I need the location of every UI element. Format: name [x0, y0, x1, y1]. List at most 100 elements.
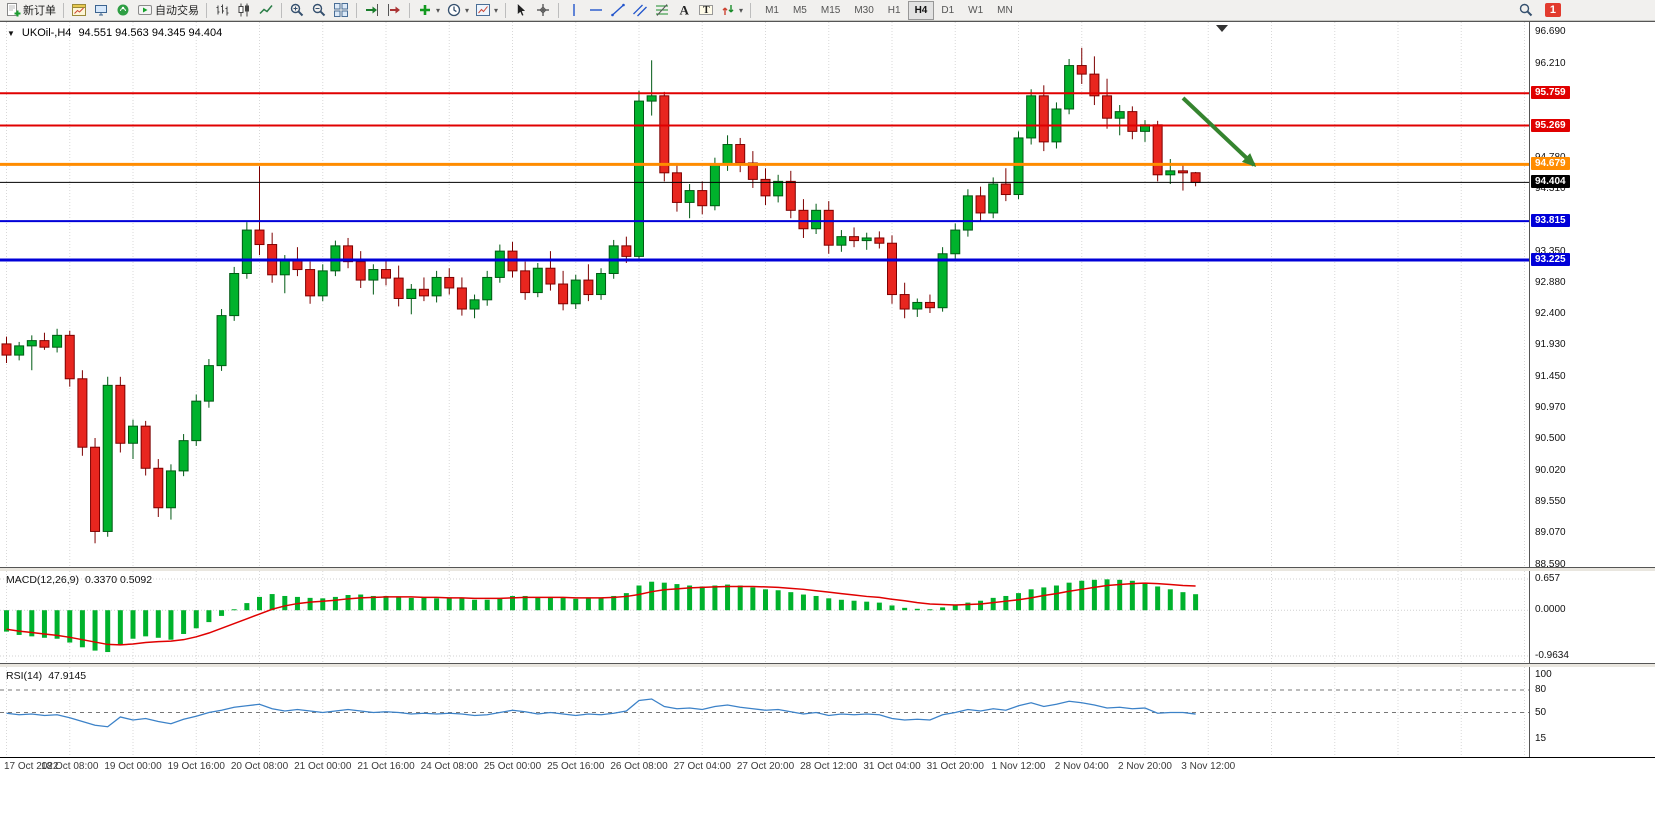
zoom-out-button[interactable]	[308, 1, 330, 20]
text-button[interactable]: A	[673, 1, 695, 20]
chart-shift-marker[interactable]	[1216, 25, 1228, 32]
macd-tick: 0.657	[1535, 573, 1561, 584]
crosshair-button[interactable]	[532, 1, 554, 20]
terminal-button[interactable]	[90, 1, 112, 20]
time-label: 21 Oct 00:00	[294, 761, 352, 772]
text-label-button[interactable]: T	[695, 1, 717, 20]
annotation-arrow[interactable]	[1181, 96, 1257, 168]
time-label: 28 Oct 12:00	[800, 761, 858, 772]
time-label: 1 Nov 12:00	[991, 761, 1046, 772]
time-label: 19 Oct 00:00	[104, 761, 162, 772]
dropdown-caret-icon[interactable]: ▾	[494, 5, 499, 15]
chart-workspace: ▼ UKOil-,H4 94.551 94.563 94.345 94.404 …	[0, 21, 1655, 821]
time-label: 20 Oct 08:00	[230, 761, 289, 772]
toolbar: 新订单 自动交易 ▾ ▾ ▾ A T ▾ M1 M5 M15 M30 H1 H4 D1 W1 MN 1	[0, 0, 1655, 21]
dropdown-caret-icon[interactable]: ▾	[465, 5, 470, 15]
macd-pane[interactable]: MACD(12,26,9) 0.3370 0.5092 0.657 0.0000 -…	[0, 571, 1655, 664]
tile-windows-button[interactable]	[330, 1, 352, 20]
time-label: 31 Oct 20:00	[926, 761, 984, 772]
chart-window-button[interactable]	[68, 1, 90, 20]
timeframe-w1-button[interactable]: W1	[961, 1, 990, 20]
new-order-icon	[5, 2, 21, 18]
candlestick-chart-button[interactable]	[233, 1, 255, 20]
bar-chart-icon	[214, 2, 230, 18]
timeframe-h1-button[interactable]: H1	[881, 1, 908, 20]
time-label: 25 Oct 00:00	[483, 761, 542, 772]
price-chart-canvas[interactable]	[0, 22, 1529, 567]
timeframe-mn-button[interactable]: MN	[990, 1, 1020, 20]
fibonacci-button[interactable]	[651, 1, 673, 20]
price-tag-95.269: 95.269	[1531, 118, 1570, 132]
toolbar-separator	[409, 2, 410, 18]
timeframe-m5-button[interactable]: M5	[786, 1, 814, 20]
candlestick-icon	[236, 2, 252, 18]
autotrading-button[interactable]: 自动交易	[134, 1, 202, 20]
periods-button[interactable]: ▾	[443, 1, 472, 20]
new-order-button-label: 新订单	[23, 5, 56, 17]
macd-indicator-name: MACD(12,26,9)	[6, 574, 79, 586]
rsi-line	[6, 698, 1196, 728]
dropdown-caret-icon[interactable]: ▾	[436, 5, 441, 15]
horizontal-line-button[interactable]	[585, 1, 607, 20]
time-label: 27 Oct 04:00	[673, 761, 731, 772]
periods-icon	[446, 2, 462, 18]
channel-button[interactable]	[629, 1, 651, 20]
indicators-button[interactable]: ▾	[414, 1, 443, 20]
new-order-button[interactable]: 新订单	[2, 1, 59, 20]
timeframe-m15-button[interactable]: M15	[814, 1, 847, 20]
timeframe-m1-button[interactable]: M1	[758, 1, 786, 20]
auto-scroll-button[interactable]	[361, 1, 383, 20]
timeframe-m30-button[interactable]: M30	[847, 1, 880, 20]
price-tick: 94.310	[1535, 182, 1566, 194]
timeframe-h4-button[interactable]: H4	[907, 0, 935, 20]
macd-splitter[interactable]	[0, 568, 1655, 571]
autotrading-icon	[137, 2, 153, 18]
time-label: 26 Oct 08:00	[610, 761, 668, 772]
templates-button[interactable]: ▾	[472, 1, 501, 20]
rsi-label: RSI(14) 47.9145	[6, 670, 86, 682]
price-tick: 89.070	[1535, 527, 1566, 539]
price-tick: 92.880	[1535, 276, 1566, 288]
notifications-badge[interactable]: 1	[1544, 3, 1561, 17]
time-label: 3 Nov 12:00	[1181, 761, 1236, 772]
vertical-line-button[interactable]	[563, 1, 585, 20]
rsi-tick: 15	[1535, 732, 1547, 744]
grid-lines	[6, 667, 1525, 757]
terminal-icon	[93, 2, 109, 18]
toolbar-separator	[505, 2, 507, 18]
text-icon: A	[676, 2, 692, 18]
time-axis[interactable]: 17 Oct 2022 18 Oct 08:00 19 Oct 00:00 19 Oc…	[0, 758, 1655, 776]
zoom-in-icon	[289, 2, 305, 18]
macd-histogram	[4, 579, 1199, 653]
toolbar-separator	[206, 2, 207, 18]
time-label: 19 Oct 16:00	[167, 761, 225, 772]
line-chart-button[interactable]	[255, 1, 277, 20]
price-axis[interactable]: 96.69096.21095.73095.25094.78094.31093.8…	[1530, 22, 1655, 567]
zoom-in-button[interactable]	[286, 1, 308, 20]
community-button[interactable]	[112, 1, 134, 20]
time-label: 27 Oct 20:00	[736, 761, 795, 772]
timeframe-d1-button[interactable]: D1	[934, 1, 961, 20]
collapse-trade-panel-icon[interactable]: ▼	[7, 28, 15, 38]
rsi-indicator-name: RSI(14)	[6, 670, 43, 682]
chart-shift-button[interactable]	[383, 1, 405, 20]
dropdown-caret-icon[interactable]: ▾	[739, 5, 744, 15]
price-chart-pane[interactable]: ▼ UKOil-,H4 94.551 94.563 94.345 94.404 …	[0, 22, 1655, 568]
arrows-button[interactable]: ▾	[717, 1, 746, 20]
rsi-canvas[interactable]	[0, 667, 1529, 757]
search-button[interactable]	[1515, 1, 1537, 20]
price-tick: 90.500	[1535, 433, 1566, 445]
time-label: 18 Oct 08:00	[41, 761, 99, 772]
cursor-button[interactable]	[510, 1, 532, 20]
chart-window-icon	[71, 2, 87, 18]
hline-icon	[588, 2, 604, 18]
rsi-splitter[interactable]	[0, 664, 1655, 667]
trendline-button[interactable]	[607, 1, 629, 20]
bottom-space	[0, 776, 1655, 821]
bar-chart-button[interactable]	[211, 1, 233, 20]
price-tick: 91.930	[1535, 339, 1566, 351]
candles-group	[1, 47, 1201, 544]
price-tick: 94.780	[1535, 152, 1566, 163]
macd-canvas[interactable]	[0, 571, 1529, 663]
rsi-pane[interactable]: RSI(14) 47.9145 100 80 50 15	[0, 667, 1655, 758]
